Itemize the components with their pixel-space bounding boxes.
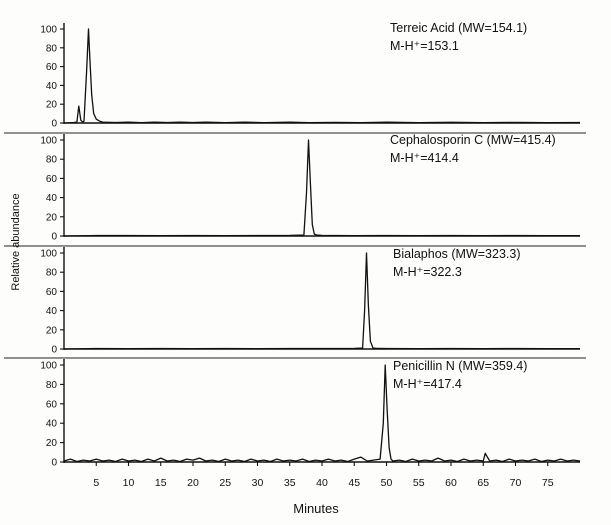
chromatogram-trace	[63, 28, 581, 124]
x-tick-label: 40	[316, 477, 328, 489]
y-tick-label: 0	[51, 232, 57, 243]
y-tick-label: 20	[46, 438, 58, 449]
y-axis-title: Relative abundance	[10, 193, 22, 290]
y-tick-label: 40	[46, 81, 58, 92]
y-tick-label: 0	[51, 458, 57, 469]
x-tick-label: 30	[252, 477, 264, 489]
x-tick-label: 25	[219, 477, 231, 489]
x-tick-label: 10	[123, 477, 135, 489]
y-tick-label: 0	[51, 345, 57, 356]
y-tick-label: 0	[51, 119, 57, 130]
chromatogram-trace	[63, 139, 580, 237]
compound-label: Cephalosporin C (MW=415.4)	[390, 133, 556, 147]
x-tick-label: 65	[477, 477, 489, 489]
ion-mass-label: M-H⁺=322.3	[393, 265, 462, 279]
x-tick-label: 55	[413, 477, 425, 489]
ion-mass-label: M-H⁺=153.1	[390, 39, 459, 53]
x-tick-label: 45	[348, 477, 360, 489]
x-tick-label: 50	[381, 477, 393, 489]
y-tick-label: 80	[46, 380, 58, 391]
ion-mass-label: M-H⁺=414.4	[390, 151, 459, 165]
y-tick-label: 100	[40, 361, 57, 372]
y-tick-label: 100	[40, 136, 57, 147]
y-tick-label: 20	[46, 100, 58, 111]
y-tick-label: 80	[46, 268, 58, 279]
y-tick-label: 40	[46, 193, 58, 204]
ion-mass-label: M-H⁺=417.4	[393, 377, 462, 391]
y-tick-label: 60	[46, 62, 58, 73]
chromatogram-trace	[63, 364, 581, 463]
x-tick-label: 5	[93, 477, 99, 489]
y-tick-label: 100	[40, 25, 57, 36]
x-tick-label: 35	[284, 477, 296, 489]
y-tick-label: 20	[46, 212, 58, 223]
x-tick-label: 20	[187, 477, 199, 489]
y-tick-label: 20	[46, 325, 58, 336]
y-tick-label: 60	[46, 399, 58, 410]
y-tick-label: 40	[46, 306, 58, 317]
x-tick-label: 60	[445, 477, 457, 489]
y-tick-label: 40	[46, 419, 58, 430]
compound-label: Terreic Acid (MW=154.1)	[390, 21, 527, 35]
x-tick-label: 70	[510, 477, 522, 489]
compound-label: Penicillin N (MW=359.4)	[393, 359, 527, 373]
y-tick-label: 60	[46, 287, 58, 298]
y-tick-label: 80	[46, 43, 58, 54]
x-axis-title: Minutes	[293, 501, 339, 516]
y-tick-label: 60	[46, 174, 58, 185]
chromatogram-trace	[63, 252, 580, 350]
x-tick-label: 15	[155, 477, 167, 489]
y-tick-label: 100	[40, 249, 57, 260]
x-tick-label: 75	[542, 477, 554, 489]
y-tick-label: 80	[46, 155, 58, 166]
compound-label: Bialaphos (MW=323.3)	[393, 247, 521, 261]
